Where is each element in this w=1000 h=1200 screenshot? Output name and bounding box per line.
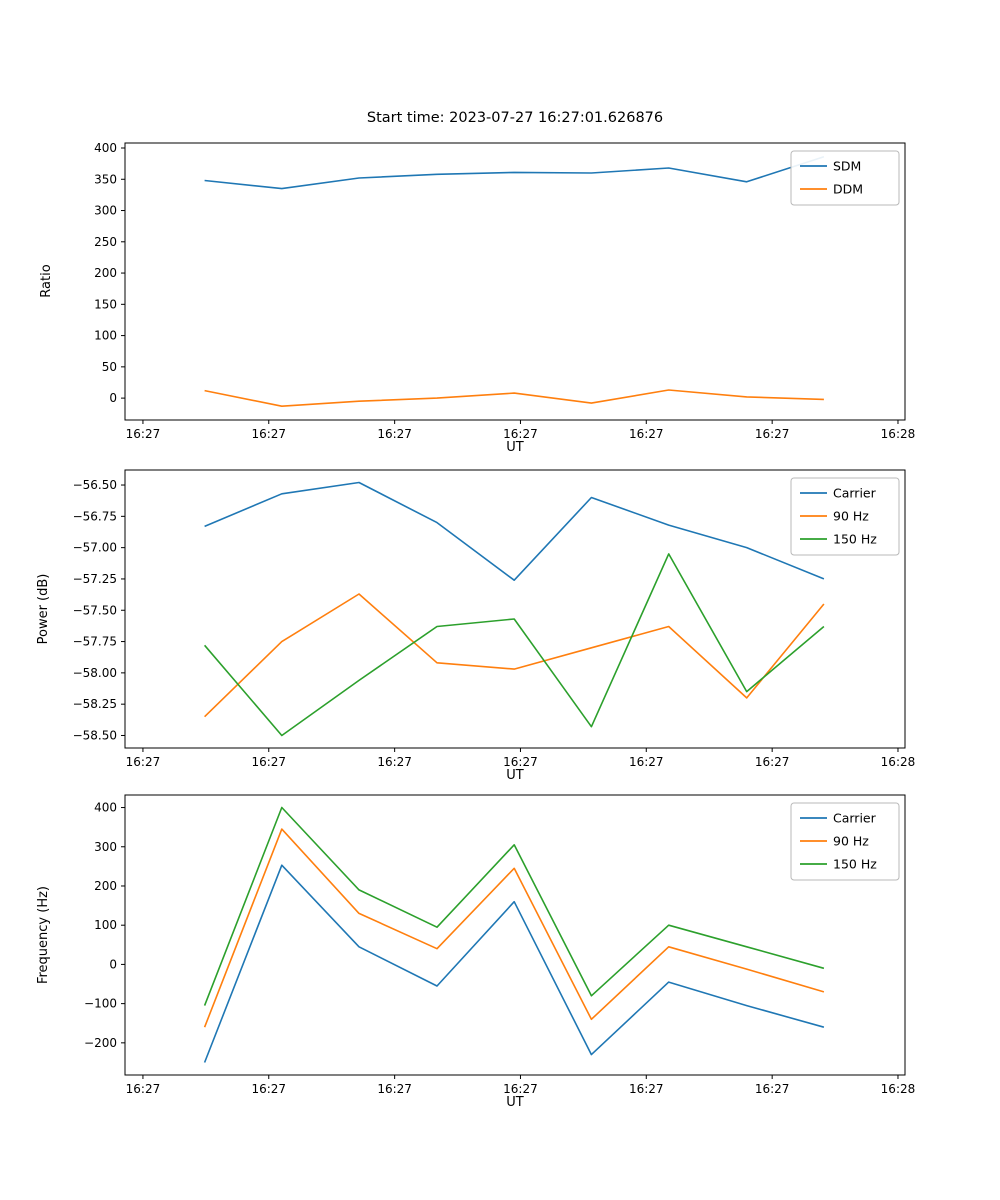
x-tick-label: 16:27: [126, 755, 161, 769]
x-tick-label: 16:27: [126, 1082, 161, 1096]
x-tick-label: 16:27: [377, 755, 412, 769]
subplot-3: −200 −100 0 100 200 300 400 16:27 16:27 16:27 16:2…: [84, 794, 916, 1096]
series-line-sdm: [204, 156, 825, 190]
legend-box: [790, 802, 900, 881]
series-line-150-hz: [203, 553, 825, 737]
axes-frame: [124, 469, 906, 749]
y-tick-label: −56.75: [73, 509, 117, 523]
y-tick-label: 100: [94, 918, 117, 932]
series-line-90-hz: [203, 828, 825, 1028]
legend-label: Carrier: [833, 486, 877, 501]
y-tick-label: 250: [94, 235, 117, 249]
y-tick-label: 0: [109, 391, 117, 405]
y-tick-label: 50: [102, 360, 117, 374]
y-tick-label: 400: [94, 141, 117, 155]
x-tick-label: 16:27: [755, 1082, 790, 1096]
axes-frame: [124, 142, 906, 421]
legend-label: 90 Hz: [833, 834, 869, 849]
legend-label: 150 Hz: [833, 857, 877, 872]
subplot-1: 0 50 100 150 200 250 300 350 400 16:27 16:27 16:27 1…: [94, 141, 915, 441]
x-axis-label-ut-1: UT: [506, 440, 524, 455]
x-axis-label-ut-3: UT: [506, 1095, 524, 1110]
legend-label: Carrier: [833, 811, 877, 826]
series-line-90-hz: [204, 593, 825, 718]
y-tick-label: −57.50: [73, 603, 117, 617]
y-tick-label: −57.75: [73, 635, 117, 649]
y-tick-label: −200: [84, 1036, 117, 1050]
y-tick-label: −100: [84, 997, 117, 1011]
x-tick-label: 16:27: [377, 1082, 412, 1096]
y-tick-label: 200: [94, 266, 117, 280]
x-tick-label: 16:27: [629, 755, 664, 769]
y-tick-label: −56.50: [73, 478, 117, 492]
y-tick-label: 350: [94, 172, 117, 186]
legend-box: [790, 477, 900, 556]
y-tick-label: 200: [94, 879, 117, 893]
x-tick-label: 16:27: [755, 427, 790, 441]
y-tick-label: 400: [94, 801, 117, 815]
x-tick-label: 16:27: [755, 755, 790, 769]
x-tick-label: 16:28: [881, 427, 916, 441]
x-tick-label: 16:28: [881, 755, 916, 769]
axes-frame: [124, 794, 906, 1076]
x-axis-label-ut-2: UT: [506, 768, 524, 783]
legend-label: 150 Hz: [833, 532, 877, 547]
y-tick-label: −57.00: [73, 541, 117, 555]
y-tick-label: 300: [94, 840, 117, 854]
x-tick-label: 16:27: [629, 427, 664, 441]
x-tick-label: 16:27: [503, 755, 538, 769]
x-tick-label: 16:27: [251, 755, 286, 769]
x-tick-label: 16:27: [251, 427, 286, 441]
subplot-2: −58.50 −58.25 −58.00 −57.75 −57.50 −57.25 −57.…: [73, 469, 916, 769]
x-tick-label: 16:27: [503, 1082, 538, 1096]
y-tick-label: 0: [109, 957, 117, 971]
y-tick-label: 100: [94, 329, 117, 343]
series-line-carrier: [203, 864, 825, 1063]
y-tick-label: −57.25: [73, 572, 117, 586]
legend-box: [790, 150, 900, 206]
chart-title: Start time: 2023-07-27 16:27:01.626876: [366, 110, 664, 126]
y-tick-label: −58.50: [73, 728, 117, 742]
x-tick-label: 16:27: [126, 427, 161, 441]
y-tick-label: 300: [94, 204, 117, 218]
x-tick-label: 16:27: [377, 427, 412, 441]
y-tick-label: −58.25: [73, 697, 117, 711]
y-tick-label: 150: [94, 297, 117, 311]
legend-label: SDM: [833, 159, 861, 174]
y-tick-label: −58.00: [73, 666, 117, 680]
x-tick-label: 16:27: [629, 1082, 664, 1096]
series-line-150-hz: [203, 806, 825, 1006]
legend-label: DDM: [833, 182, 863, 197]
x-tick-label: 16:27: [251, 1082, 286, 1096]
series-line-ddm: [204, 389, 824, 408]
x-tick-label: 16:27: [503, 427, 538, 441]
x-tick-label: 16:28: [881, 1082, 916, 1096]
legend-label: 90 Hz: [833, 509, 869, 524]
series-line-carrier: [204, 481, 825, 582]
